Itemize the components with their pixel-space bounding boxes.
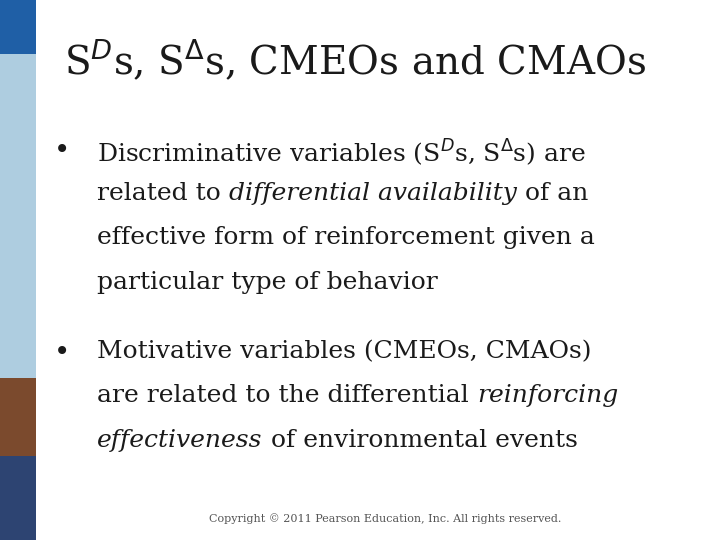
Text: Motivative variables (CMEOs, CMAOs): Motivative variables (CMEOs, CMAOs) [97,340,592,363]
Text: Copyright © 2011 Pearson Education, Inc. All rights reserved.: Copyright © 2011 Pearson Education, Inc.… [209,513,562,524]
Text: •: • [54,340,70,367]
Text: Discriminative variables (S$^D$s, S$^\Delta$s) are: Discriminative variables (S$^D$s, S$^\De… [97,138,586,168]
Text: effectiveness: effectiveness [97,429,263,452]
Text: Martin
Pear: Martin Pear [12,76,23,97]
Text: S$^D$s, S$^\Delta$s, CMEOs and CMAOs: S$^D$s, S$^\Delta$s, CMEOs and CMAOs [64,38,646,82]
Text: Behavior Modification: Behavior Modification [14,172,22,260]
Text: reinforcing: reinforcing [477,384,618,408]
Text: NINTH
EDITION: NINTH EDITION [12,460,23,480]
Text: differential availability: differential availability [229,182,517,205]
Text: •: • [54,138,70,165]
Text: particular type of behavior: particular type of behavior [97,271,438,294]
Text: What It Is and
How To Do It: What It Is and How To Do It [12,383,23,421]
Text: of environmental events: of environmental events [263,429,577,452]
Text: Prentice Hall: Prentice Hall [16,494,20,526]
Text: of an: of an [517,182,588,205]
Text: effective form of reinforcement given a: effective form of reinforcement given a [97,226,595,249]
Text: are related to the differential: are related to the differential [97,384,477,408]
Text: related to: related to [97,182,229,205]
